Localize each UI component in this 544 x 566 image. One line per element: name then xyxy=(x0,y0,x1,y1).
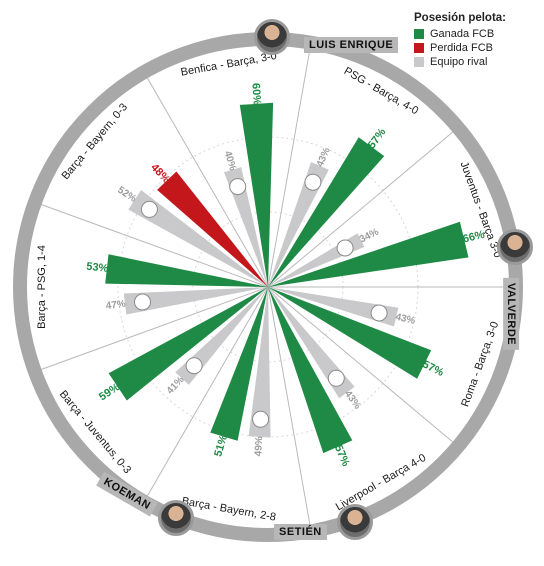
fcb-value-label: 66% xyxy=(462,229,486,246)
sector-divider xyxy=(41,286,269,370)
legend-title: Posesión pelota: xyxy=(414,12,507,24)
fcb-bar xyxy=(239,102,274,287)
rival-bar xyxy=(224,167,268,287)
legend-item-won: Ganada FCB xyxy=(414,27,540,41)
legend-label-won: Ganada FCB xyxy=(430,28,495,40)
avatar-valverde xyxy=(497,229,533,265)
legend-item-lost: Perdida FCB xyxy=(414,41,540,55)
fcb-value-label: 53% xyxy=(86,261,109,275)
rival-value-label: 47% xyxy=(105,299,126,312)
rival-bar xyxy=(128,190,268,287)
coach-label-setien: SETIÉN xyxy=(274,524,327,540)
match-label: Barça - PSG, 1-4 xyxy=(36,245,48,329)
rival-value-label: 43% xyxy=(394,312,416,327)
fcb-bar xyxy=(210,287,268,441)
psg-crest-icon xyxy=(304,173,322,191)
legend-label-lost: Perdida FCB xyxy=(430,42,493,54)
juventus-crest-icon xyxy=(336,239,354,257)
fcb-bar xyxy=(268,287,432,379)
avatar-koeman xyxy=(158,500,194,536)
fcb-bar xyxy=(108,287,268,401)
sector-divider xyxy=(267,286,453,443)
sector-divider xyxy=(267,286,311,525)
rival-bar xyxy=(268,287,355,399)
legend-label-rival: Equipo rival xyxy=(430,56,488,68)
sector-divider xyxy=(41,204,269,288)
sector-divider xyxy=(147,286,269,496)
benfica-crest-icon xyxy=(229,178,247,196)
legend-item-rival: Equipo rival xyxy=(414,55,540,69)
fcb-value-label: 60% xyxy=(249,83,262,106)
juventus-crest-icon xyxy=(185,357,203,375)
coach-label-enrique: LUIS ENRIQUE xyxy=(304,37,399,53)
sector-divider xyxy=(147,78,269,288)
rival-bar xyxy=(268,162,329,287)
fcb-bar xyxy=(157,171,268,287)
fcb-bar xyxy=(268,137,385,287)
sector-divider xyxy=(267,131,453,288)
coach-label-valverde: VALVERDE xyxy=(503,277,520,351)
psg-crest-icon xyxy=(134,293,151,311)
avatar-setien xyxy=(337,504,373,540)
rival-bar xyxy=(248,287,271,438)
rival-bar xyxy=(268,287,399,327)
fcb-bar xyxy=(268,221,469,287)
legend-swatch-rival xyxy=(414,57,424,67)
fcb-bar xyxy=(268,287,353,454)
rival-bar xyxy=(123,287,268,315)
liverpool-crest-icon xyxy=(327,369,345,387)
roma-crest-icon xyxy=(370,304,388,322)
rival-value-label: 49% xyxy=(253,436,265,457)
legend: Posesión pelota: Ganada FCB Perdida FCB … xyxy=(414,12,540,69)
legend-swatch-won xyxy=(414,29,424,39)
avatar-enrique xyxy=(254,19,290,55)
sector-divider xyxy=(267,49,311,288)
fcb-bar xyxy=(105,254,268,287)
legend-swatch-lost xyxy=(414,43,424,53)
bayern-crest-icon xyxy=(252,410,270,428)
bayern-crest-icon xyxy=(140,200,158,218)
